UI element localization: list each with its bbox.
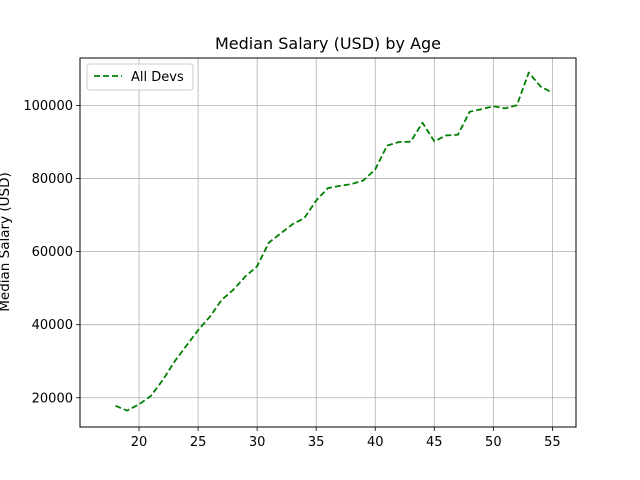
data-point — [126, 409, 129, 412]
data-point — [220, 298, 223, 301]
data-point — [208, 315, 211, 318]
data-point — [480, 108, 483, 111]
data-point — [315, 199, 318, 202]
data-point — [504, 107, 507, 110]
y-tick-label: 40000 — [32, 318, 73, 333]
series-line-all-devs — [115, 71, 553, 412]
data-point — [244, 275, 247, 278]
data-point — [515, 104, 518, 107]
data-point — [303, 217, 306, 220]
legend: All Devs — [86, 63, 194, 91]
data-point — [161, 379, 164, 382]
data-point — [445, 134, 448, 137]
x-tick-label: 20 — [131, 435, 148, 450]
data-point — [197, 329, 200, 332]
y-tick-label: 20000 — [32, 391, 73, 406]
x-tick-label: 45 — [426, 435, 443, 450]
data-point — [149, 394, 152, 397]
x-tick-label: 35 — [308, 435, 325, 450]
data-point — [421, 121, 424, 124]
data-point — [256, 265, 259, 268]
y-axis-label: Median Salary (USD) — [0, 172, 13, 311]
x-tick-label: 30 — [249, 435, 266, 450]
legend-label-all-devs: All Devs — [131, 70, 184, 85]
grid — [80, 58, 576, 427]
data-point — [185, 344, 188, 347]
y-tick-label: 80000 — [32, 172, 73, 187]
data-point — [386, 144, 389, 147]
series-layer — [114, 71, 554, 412]
data-point — [397, 141, 400, 144]
y-tick-label: 100000 — [23, 99, 73, 114]
data-point — [551, 91, 554, 94]
x-tick-label: 40 — [367, 435, 384, 450]
plot-frame — [79, 57, 577, 428]
y-tick-label: 60000 — [32, 245, 73, 260]
data-point — [433, 140, 436, 143]
data-point — [409, 140, 412, 143]
data-point — [527, 71, 530, 74]
chart-title: Median Salary (USD) by Age — [215, 34, 441, 53]
data-point — [362, 179, 365, 182]
data-point — [374, 168, 377, 171]
data-point — [539, 85, 542, 88]
data-point — [267, 241, 270, 244]
ticks: 20 25 30 35 40 45 50 55 20000 40000 60000 80000 1000… — [23, 99, 560, 450]
data-point — [173, 360, 176, 363]
x-tick-label: 55 — [544, 435, 561, 450]
data-point — [232, 288, 235, 291]
data-point — [338, 184, 341, 187]
data-point — [279, 232, 282, 235]
x-tick-label: 50 — [485, 435, 502, 450]
data-point — [468, 110, 471, 113]
data-point — [456, 133, 459, 136]
legend-box — [86, 63, 194, 91]
data-point — [138, 403, 141, 406]
data-point — [350, 183, 353, 186]
data-point — [492, 105, 495, 108]
data-point — [327, 187, 330, 190]
data-point — [114, 404, 117, 407]
x-tick-label: 25 — [190, 435, 207, 450]
data-point — [291, 223, 294, 226]
